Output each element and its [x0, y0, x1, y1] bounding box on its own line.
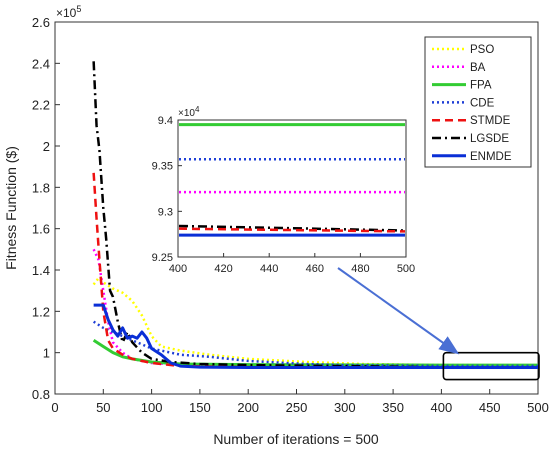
inset-x-tick-label: 420	[214, 263, 232, 275]
x-tick-label: 250	[286, 400, 308, 415]
inset-y-tick-label: 9.4	[158, 115, 173, 127]
x-tick-label: 0	[51, 400, 58, 415]
series-line-lgsde	[92, 61, 539, 369]
x-tick-label: 50	[96, 400, 110, 415]
legend-label-lgsde: LGSDE	[470, 133, 509, 145]
x-tick-label: 150	[189, 400, 211, 415]
series-line-pso	[92, 277, 539, 367]
x-tick-label: 100	[141, 400, 163, 415]
y-tick-label: 0.8	[32, 387, 50, 402]
inset-x-tick-label: 480	[351, 263, 369, 275]
y-tick-label: 2.4	[32, 56, 50, 71]
inset-exponent-power: 4	[195, 105, 200, 114]
legend-label-enmde: ENMDE	[470, 151, 512, 163]
x-tick-label: 350	[382, 400, 404, 415]
inset-y-tick-label: 9.3	[158, 206, 173, 218]
x-axis-label: Number of iterations = 500	[213, 431, 379, 447]
legend-label-cde: CDE	[470, 97, 495, 109]
x-tick-label: 200	[237, 400, 259, 415]
legend: PSO BA FPA CDE STMDE LGSDE ENMDE	[424, 36, 532, 168]
y-tick-label: 2	[43, 139, 50, 154]
zoom-box	[442, 351, 540, 381]
y-axis-label: Fitness Function ($)	[3, 146, 19, 270]
x-tick-label: 450	[479, 400, 501, 415]
y-tick-label: 1.4	[32, 263, 50, 278]
x-tick-label: 300	[334, 400, 356, 415]
y-tick-label: 1.2	[32, 304, 50, 319]
zoom-arrow	[337, 267, 460, 355]
legend-label-pso: PSO	[470, 44, 494, 56]
y-tick-label: 1.8	[32, 180, 50, 195]
y-tick-label: 1.6	[32, 222, 50, 237]
x-tick-label: 400	[431, 400, 453, 415]
y-exponent-power: 5	[76, 4, 81, 14]
y-tick-label: 2.6	[32, 15, 50, 30]
legend-label-ba: BA	[470, 62, 486, 74]
inset-x-tick-label: 460	[306, 263, 324, 275]
inset-line-stmde	[178, 227, 406, 233]
legend-label-fpa: FPA	[470, 80, 492, 92]
series-line-enmde	[93, 303, 538, 370]
inset-plot: 400 420 440 460 480 500 9.25 9.3 9.35 9.4 ×104	[152, 105, 416, 275]
inset-y-tick-label: 9.25	[152, 252, 173, 264]
y-tick-label: 2.2	[32, 98, 50, 113]
inset-exponent-label: ×104	[178, 105, 200, 119]
y-tick-label: 1	[43, 346, 50, 361]
inset-x-tick-label: 440	[260, 263, 278, 275]
inset-x-tick-label: 400	[169, 263, 187, 275]
inset-x-tick-label: 500	[397, 263, 415, 275]
inset-y-tick-label: 9.35	[152, 161, 173, 173]
x-tick-label: 500	[527, 400, 549, 415]
legend-label-stmde: STMDE	[470, 115, 511, 127]
y-exponent-label: ×105	[56, 4, 81, 20]
